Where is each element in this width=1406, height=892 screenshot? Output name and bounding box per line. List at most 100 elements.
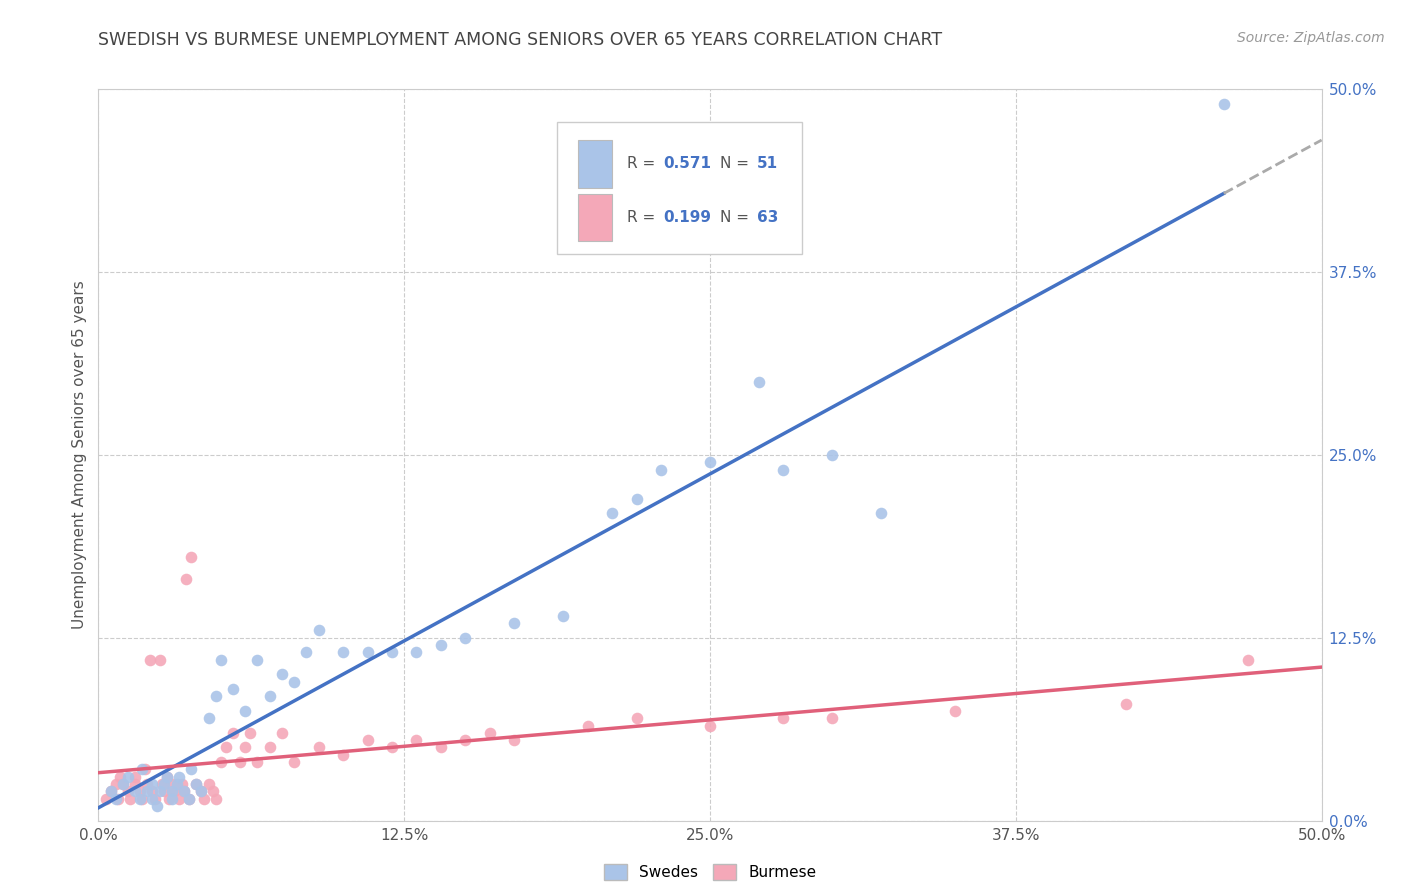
Point	[136, 777, 159, 791]
Point	[943, 704, 966, 718]
Point	[100, 784, 122, 798]
Point	[205, 791, 228, 805]
Point	[454, 733, 477, 747]
Point	[600, 507, 623, 521]
Point	[136, 784, 159, 798]
Point	[430, 638, 453, 652]
Point	[283, 755, 305, 769]
Point	[186, 777, 208, 791]
Point	[259, 740, 281, 755]
Text: Source: ZipAtlas.com: Source: ZipAtlas.com	[1237, 31, 1385, 45]
FancyBboxPatch shape	[578, 140, 612, 188]
Point	[193, 791, 215, 805]
Text: 0.199: 0.199	[664, 210, 711, 225]
Point	[222, 681, 245, 696]
Point	[246, 755, 269, 769]
Text: 51: 51	[756, 156, 778, 171]
Point	[233, 740, 256, 755]
Point	[699, 718, 721, 732]
Point	[699, 455, 721, 469]
Point	[111, 777, 134, 791]
Point	[180, 550, 202, 565]
Point	[821, 448, 844, 462]
Point	[356, 733, 378, 747]
Point	[149, 653, 172, 667]
Text: 63: 63	[756, 210, 778, 225]
Point	[131, 791, 153, 805]
Point	[167, 791, 190, 805]
Point	[209, 653, 232, 667]
Point	[163, 784, 186, 798]
Point	[124, 777, 146, 791]
Point	[149, 784, 172, 798]
Point	[117, 770, 139, 784]
Point	[141, 777, 163, 791]
Point	[626, 711, 648, 725]
Point	[1237, 653, 1260, 667]
Point	[246, 653, 269, 667]
Point	[153, 784, 176, 798]
Point	[381, 740, 404, 755]
Point	[170, 777, 193, 791]
Point	[239, 726, 262, 740]
Text: 0.571: 0.571	[664, 156, 711, 171]
FancyBboxPatch shape	[578, 194, 612, 242]
Point	[576, 718, 599, 732]
Point	[405, 733, 427, 747]
Point	[454, 631, 477, 645]
Point	[270, 726, 294, 740]
Text: R =: R =	[627, 156, 659, 171]
Point	[503, 616, 526, 631]
Point	[139, 653, 162, 667]
Point	[503, 733, 526, 747]
Text: R =: R =	[627, 210, 659, 225]
Point	[197, 777, 219, 791]
Point	[173, 784, 195, 798]
Point	[180, 763, 202, 777]
Text: N =: N =	[720, 156, 754, 171]
Point	[772, 462, 794, 476]
Point	[160, 791, 183, 805]
Point	[176, 572, 198, 586]
Point	[131, 763, 153, 777]
Point	[124, 784, 146, 798]
Point	[124, 770, 146, 784]
Point	[233, 704, 256, 718]
Text: SWEDISH VS BURMESE UNEMPLOYMENT AMONG SENIORS OVER 65 YEARS CORRELATION CHART: SWEDISH VS BURMESE UNEMPLOYMENT AMONG SE…	[98, 31, 942, 49]
Point	[177, 791, 200, 805]
Point	[821, 711, 844, 725]
Point	[166, 777, 188, 791]
Point	[156, 770, 179, 784]
Point	[190, 784, 212, 798]
Point	[1212, 96, 1234, 111]
Point	[430, 740, 453, 755]
Point	[104, 791, 127, 805]
Point	[190, 784, 212, 798]
Point	[650, 462, 672, 476]
Point	[197, 711, 219, 725]
Point	[160, 784, 183, 798]
Point	[222, 726, 245, 740]
Point	[405, 645, 427, 659]
Point	[117, 784, 139, 798]
Point	[209, 755, 232, 769]
Point	[141, 791, 163, 805]
Point	[104, 777, 127, 791]
Legend: Swedes, Burmese: Swedes, Burmese	[598, 858, 823, 886]
Point	[150, 777, 173, 791]
Point	[157, 791, 180, 805]
Point	[626, 491, 648, 506]
Point	[111, 777, 134, 791]
Point	[153, 777, 176, 791]
Point	[332, 645, 354, 659]
Point	[146, 799, 169, 814]
FancyBboxPatch shape	[557, 122, 801, 253]
Y-axis label: Unemployment Among Seniors over 65 years: Unemployment Among Seniors over 65 years	[72, 281, 87, 629]
Point	[772, 711, 794, 725]
Point	[177, 791, 200, 805]
Point	[167, 770, 190, 784]
Point	[186, 777, 208, 791]
Point	[141, 784, 163, 798]
Point	[308, 624, 330, 638]
Point	[143, 791, 166, 805]
